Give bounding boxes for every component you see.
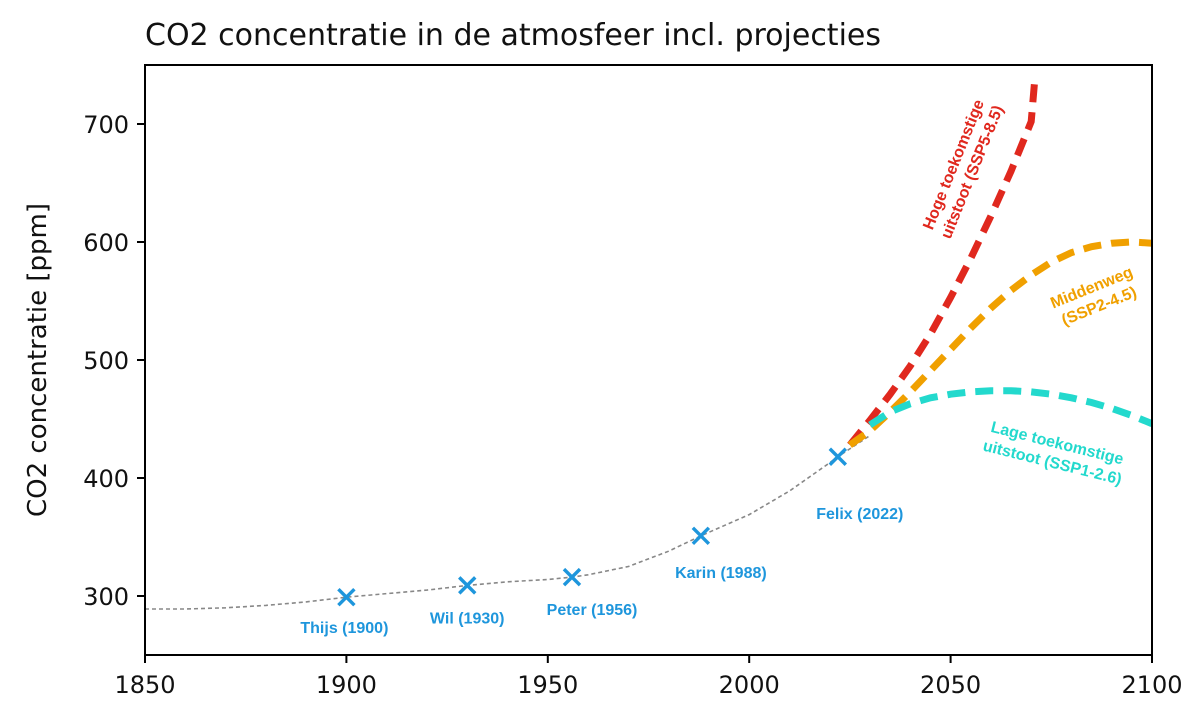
x-tick-label: 1950: [517, 671, 578, 699]
marker-label: Wil (1930): [430, 610, 505, 627]
historical-line: [145, 434, 871, 610]
plot-area: [145, 74, 1152, 610]
scenario-label-2: Middenweg(SSP2-4.5): [1048, 264, 1143, 331]
marker-x: [337, 587, 356, 607]
chart-title: CO2 concentratie in de atmosfeer incl. p…: [145, 18, 881, 53]
scenario-line-2: [847, 238, 1152, 448]
x-tick-label: 2050: [920, 671, 981, 699]
marker-x: [828, 447, 848, 466]
x-tick-label: 1900: [316, 671, 377, 699]
marker-label: Karin (1988): [675, 565, 767, 582]
x-tick-label: 1850: [114, 671, 175, 699]
marker-label: Peter (1956): [547, 602, 638, 619]
y-tick-label: 300: [83, 583, 129, 611]
axis-ticks: 1850 1900 1950 2000 2050 2100 300 400 500 600 700: [83, 111, 1182, 699]
marker-x: [691, 526, 711, 546]
scenario-line-1: [847, 74, 1039, 448]
marker-x: [458, 576, 477, 595]
marker-x: [562, 567, 582, 587]
marker-label: Thijs (1900): [300, 620, 388, 637]
marker-label: Felix (2022): [816, 506, 903, 523]
y-tick-label: 400: [83, 465, 129, 493]
y-axis-label: CO2 concentratie [ppm]: [23, 203, 53, 517]
scenario-label-3: Lage toekomstigeuitstoot (SSP1-2.6): [981, 418, 1128, 488]
scenario-label-1: Hoge toekomstigeuitstoot (SSP5-8.5): [920, 96, 1008, 242]
x-tick-label: 2000: [719, 671, 780, 699]
y-tick-label: 600: [83, 229, 129, 257]
scenario-line-3: [868, 387, 1152, 428]
y-tick-label: 500: [83, 347, 129, 375]
x-tick-label: 2100: [1121, 671, 1182, 699]
plot-frame: [144, 64, 1153, 656]
y-tick-label: 700: [83, 111, 129, 139]
